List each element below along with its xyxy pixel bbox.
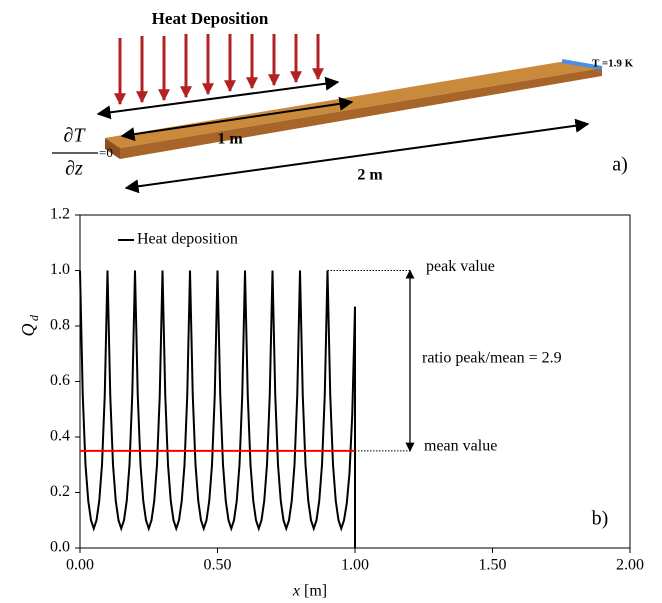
x-tick-label: 0.50 [204, 557, 232, 574]
annotation: ratio peak/mean = 2.9 [422, 349, 562, 366]
x-tick-label: 2.00 [616, 557, 644, 574]
y-axis-label-sub: d [27, 314, 41, 321]
annotation: mean value [424, 438, 497, 455]
annotation: peak value [426, 258, 495, 275]
bc-rhs: =0 [99, 145, 113, 160]
y-tick-label: 0.6 [50, 372, 70, 389]
cold-end [561, 59, 603, 70]
x-axis-label: x [292, 583, 300, 600]
y-tick-label: 0.2 [50, 483, 70, 500]
bar-top [105, 62, 602, 148]
bc-numerator: ∂T [63, 125, 86, 147]
x-axis-label: [m] [304, 583, 327, 600]
x-tick-label: 1.00 [341, 557, 369, 574]
temperature-label: T =1.9 K [592, 58, 634, 70]
diagram: Heat Deposition T =1.9 K 1 m 2 m a) ∂T ∂… [52, 9, 634, 194]
panel-label: a) [612, 154, 628, 176]
y-tick-label: 1.2 [50, 206, 70, 223]
y-tick-label: 0.0 [50, 539, 70, 556]
length-label: 1 m [217, 131, 243, 148]
y-tick-label: 1.0 [50, 261, 70, 278]
legend-label: Heat deposition [137, 231, 238, 248]
panel-label: b) [592, 508, 609, 530]
x-tick-label: 0.00 [66, 557, 94, 574]
length-label: 2 m [357, 167, 383, 184]
bar-end [105, 138, 120, 159]
y-axis-label: Q d [18, 314, 41, 337]
bc-denominator: ∂z [65, 158, 83, 180]
two-m-arrow [124, 118, 590, 194]
diagram-title: Heat Deposition [152, 9, 269, 28]
x-tick-label: 1.50 [479, 557, 507, 574]
y-tick-label: 0.4 [50, 428, 70, 445]
y-tick-label: 0.8 [50, 317, 70, 334]
bar-side [120, 68, 602, 159]
y-axis-label: Q [18, 324, 38, 337]
heat-arrows [114, 34, 324, 106]
data-line [79, 270, 356, 548]
